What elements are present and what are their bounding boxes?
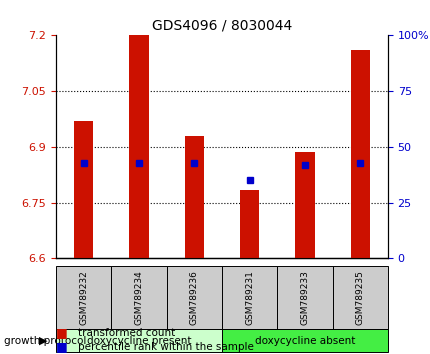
Bar xyxy=(350,50,369,258)
Title: GDS4096 / 8030044: GDS4096 / 8030044 xyxy=(151,19,292,33)
Text: doxycycline absent: doxycycline absent xyxy=(254,336,354,346)
Text: growth protocol: growth protocol xyxy=(4,336,86,346)
Bar xyxy=(240,190,259,258)
Bar xyxy=(221,266,276,329)
Bar xyxy=(129,35,148,258)
Bar xyxy=(332,266,387,329)
Bar xyxy=(111,266,166,329)
Text: GSM789235: GSM789235 xyxy=(355,270,364,325)
Bar xyxy=(56,266,111,329)
Bar xyxy=(166,266,221,329)
Bar xyxy=(221,329,387,352)
Text: ▶: ▶ xyxy=(39,336,47,346)
Text: GSM789236: GSM789236 xyxy=(189,270,198,325)
Bar xyxy=(184,136,203,258)
Text: transformed count: transformed count xyxy=(77,328,175,338)
Text: ■: ■ xyxy=(56,326,68,339)
Text: percentile rank within the sample: percentile rank within the sample xyxy=(77,342,253,352)
Text: GSM789232: GSM789232 xyxy=(79,270,88,325)
Bar xyxy=(74,121,93,258)
Text: GSM789233: GSM789233 xyxy=(300,270,309,325)
Bar xyxy=(295,153,314,258)
Bar xyxy=(56,329,221,352)
Text: GSM789234: GSM789234 xyxy=(134,270,143,325)
Text: doxycycline present: doxycycline present xyxy=(86,336,191,346)
Bar xyxy=(276,266,332,329)
Text: GSM789231: GSM789231 xyxy=(245,270,254,325)
Text: ■: ■ xyxy=(56,341,68,353)
